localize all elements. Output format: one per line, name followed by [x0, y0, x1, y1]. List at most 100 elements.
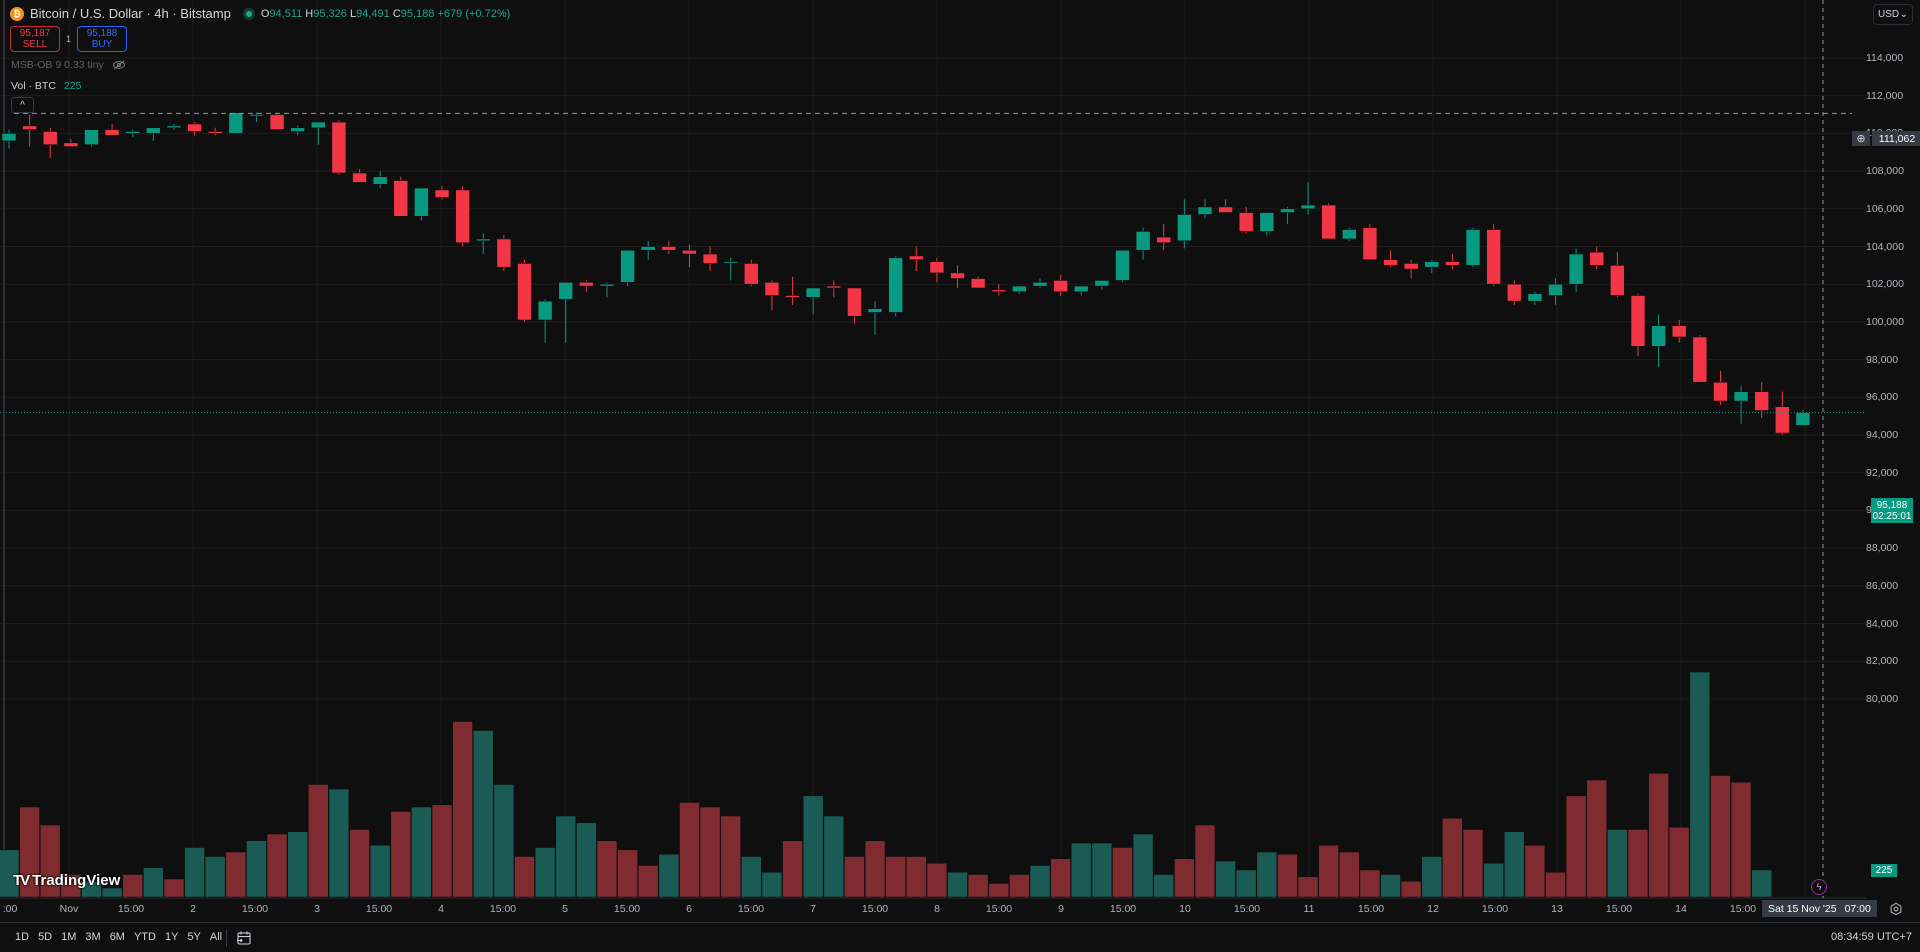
- price-chart[interactable]: [0, 0, 1920, 922]
- candle: [1238, 206, 1254, 234]
- alert-lightning-icon[interactable]: ϟ: [1811, 879, 1827, 895]
- volume-bar: [823, 815, 845, 898]
- candle: [249, 112, 264, 123]
- price-axis-label: 106,000: [1866, 202, 1904, 215]
- date-range-buttons: 1D 5D 1M 3M 6M YTD 1Y 5Y All: [15, 931, 222, 943]
- bitcoin-icon: ₿: [10, 6, 24, 21]
- volume-bar: [452, 721, 473, 898]
- candle: [847, 287, 862, 324]
- candle: [331, 120, 347, 175]
- volume-bar: [1029, 865, 1051, 898]
- buy-label: BUY: [91, 39, 113, 50]
- volume-bar: [782, 840, 803, 898]
- candle: [372, 171, 388, 189]
- price-axis-label: 80,000: [1866, 692, 1899, 705]
- candle: [991, 284, 1007, 296]
- range-button-1y[interactable]: 1Y: [164, 931, 179, 943]
- range-button-1m[interactable]: 1M: [61, 931, 77, 943]
- time-axis-label: 15:00: [1233, 903, 1261, 915]
- time-axis-label: 15:00: [1729, 903, 1757, 915]
- candle: [1218, 199, 1233, 213]
- candle: [228, 112, 244, 134]
- candle: [1465, 227, 1481, 268]
- volume-bar: [163, 878, 185, 898]
- time-axis-label: 15:00: [985, 903, 1013, 915]
- sell-button[interactable]: 95,187 SELL: [10, 26, 60, 52]
- add-alert-plus-icon[interactable]: ⊕: [1852, 131, 1870, 146]
- volume-bar: [1235, 869, 1257, 898]
- volume-bar: [1627, 829, 1649, 898]
- crosshair-time-label: Sat 15 Nov '25 07:00: [1762, 900, 1877, 917]
- time-axis-label: 15:00: [489, 903, 517, 915]
- utc-clock[interactable]: 08:34:59 UTC+7: [1830, 931, 1912, 943]
- goto-date-icon[interactable]: [236, 930, 252, 946]
- volume-bar: [1524, 844, 1546, 898]
- range-button-1d[interactable]: 1D: [15, 931, 30, 943]
- volume-indicator[interactable]: Vol · BTC 225: [11, 80, 81, 92]
- volume-bar: [1545, 871, 1566, 898]
- currency-value: USD: [1878, 9, 1900, 20]
- range-button-5y[interactable]: 5Y: [187, 931, 201, 943]
- symbol-title[interactable]: Bitcoin / U.S. Dollar · 4h · Bitstamp: [30, 6, 231, 21]
- candle: [434, 186, 450, 200]
- high-value: 95,326: [313, 7, 347, 20]
- range-button-5d[interactable]: 5D: [38, 931, 53, 943]
- candle: [599, 282, 615, 298]
- candle: [1713, 370, 1728, 405]
- change-value: +679 (+0.72%): [437, 7, 511, 20]
- volume-bar: [844, 856, 865, 898]
- settings-icon[interactable]: [1889, 902, 1903, 916]
- volume-bar: [1297, 876, 1319, 898]
- time-axis-label: 15:00: [1481, 903, 1509, 915]
- volume-bar: [143, 867, 164, 898]
- candle: [496, 235, 512, 272]
- volume-bar: [905, 856, 927, 898]
- candle: [352, 169, 367, 183]
- bar-countdown: 02:25:01: [1872, 510, 1912, 522]
- candle: [640, 240, 656, 260]
- volume-bar: [1730, 781, 1752, 898]
- candle: [207, 127, 223, 136]
- close-value: 95,188: [400, 7, 435, 20]
- ohlc-values: O94,511 H95,326 L94,491 C95,188 +679 (+0…: [260, 7, 511, 20]
- buy-button[interactable]: 95,188 BUY: [77, 26, 128, 52]
- range-button-3m[interactable]: 3M: [85, 931, 101, 943]
- candle: [42, 127, 58, 158]
- trade-panel: 95,187 SELL 1 95,188 BUY: [10, 26, 128, 52]
- volume-label: Vol · BTC: [11, 80, 56, 92]
- range-button-ytd[interactable]: YTD: [133, 931, 156, 943]
- candle: [63, 139, 79, 147]
- symbol-legend: ₿ Bitcoin / U.S. Dollar · 4h · Bitstamp …: [10, 6, 510, 21]
- volume-bar: [947, 871, 968, 898]
- msb-ob-indicator[interactable]: MSB-OB 9 0.33 tiny: [11, 59, 126, 71]
- volume-bar: [637, 865, 659, 898]
- candle: [558, 282, 574, 343]
- volume-bar: [390, 811, 412, 898]
- time-axis-label: 5: [562, 903, 568, 915]
- volume-bar: [19, 806, 40, 898]
- spread-value: 1: [66, 34, 72, 44]
- collapse-legend-button[interactable]: ^: [11, 97, 34, 113]
- candle: [1342, 227, 1357, 241]
- watermark-text: TradingView: [32, 872, 121, 889]
- volume-bar: [741, 856, 762, 898]
- volume-bar: [1215, 860, 1236, 898]
- candle: [682, 244, 697, 268]
- candle: [1671, 320, 1687, 343]
- currency-select[interactable]: USD ⌄: [1873, 4, 1913, 25]
- time-axis-label: 4: [438, 903, 444, 915]
- range-button-6m[interactable]: 6M: [109, 931, 125, 943]
- candle: [146, 127, 161, 141]
- price-axis-label: 98,000: [1866, 353, 1899, 366]
- price-axis-label: 112,000: [1866, 89, 1904, 102]
- candle: [785, 276, 800, 305]
- crosshair-date: Sat 15 Nov '25: [1768, 902, 1837, 915]
- range-button-all[interactable]: All: [209, 931, 223, 943]
- volume-bar: [287, 831, 308, 898]
- volume-bar: [967, 874, 989, 898]
- time-axis-label: 2: [190, 903, 196, 915]
- eye-off-icon[interactable]: [112, 60, 126, 70]
- time-axis-label: 6: [686, 903, 692, 915]
- volume-bar: [1483, 862, 1504, 898]
- candle: [1115, 249, 1130, 283]
